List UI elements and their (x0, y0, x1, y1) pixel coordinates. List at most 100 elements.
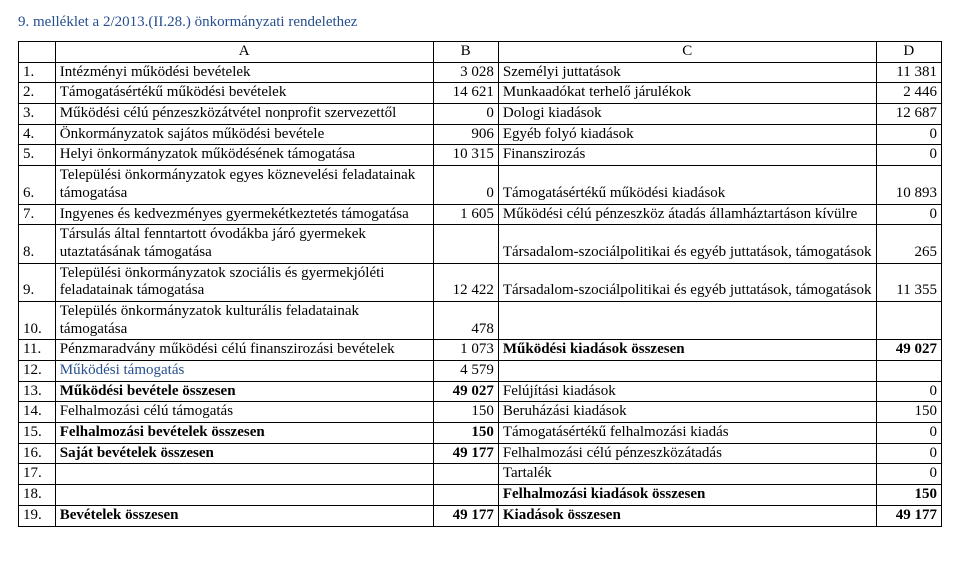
row-number: 15. (19, 423, 56, 444)
row-number: 4. (19, 124, 56, 145)
cell-a: Bevételek összesen (55, 505, 433, 526)
cell-a: Ingyenes és kedvezményes gyermekétkeztet… (55, 204, 433, 225)
cell-b: 12 422 (433, 263, 498, 301)
table-row: 14.Felhalmozási célú támogatás150Beruház… (19, 402, 942, 423)
cell-a: Támogatásértékű működési bevételek (55, 83, 433, 104)
cell-c: Személyi juttatások (498, 62, 876, 83)
table-row: 11.Pénzmaradvány működési célú finanszir… (19, 340, 942, 361)
header-d: D (876, 42, 941, 63)
cell-a: Települési önkormányzatok egyes köznevel… (55, 166, 433, 204)
table-row: 17. Tartalék0 (19, 464, 942, 485)
row-number: 5. (19, 145, 56, 166)
cell-d: 0 (876, 124, 941, 145)
cell-c: Munkaadókat terhelő járulékok (498, 83, 876, 104)
table-row: 12.Működési támogatás4 579 (19, 361, 942, 382)
cell-a: Működési bevétele összesen (55, 381, 433, 402)
document-title: 9. melléklet a 2/2013.(II.28.) önkormány… (18, 14, 942, 31)
cell-d (876, 361, 941, 382)
row-number: 1. (19, 62, 56, 83)
cell-a: Működési támogatás (55, 361, 433, 382)
cell-c: Felújítási kiadások (498, 381, 876, 402)
cell-b: 1 605 (433, 204, 498, 225)
cell-b: 478 (433, 301, 498, 339)
table-row: 4.Önkormányzatok sajátos működési bevéte… (19, 124, 942, 145)
cell-a: Helyi önkormányzatok működésének támogat… (55, 145, 433, 166)
table-row: 15.Felhalmozási bevételek összesen150Tám… (19, 423, 942, 444)
row-number: 12. (19, 361, 56, 382)
cell-a: Működési célú pénzeszközátvétel nonprofi… (55, 104, 433, 125)
cell-c: Támogatásértékű működési kiadások (498, 166, 876, 204)
cell-c: Társadalom-szociálpolitikai és egyéb jut… (498, 225, 876, 263)
header-a: A (55, 42, 433, 63)
cell-d: 0 (876, 204, 941, 225)
row-number: 10. (19, 301, 56, 339)
cell-d: 0 (876, 145, 941, 166)
cell-b (433, 485, 498, 506)
cell-a (55, 485, 433, 506)
row-number: 7. (19, 204, 56, 225)
cell-a: Települési önkormányzatok szociális és g… (55, 263, 433, 301)
cell-b: 49 177 (433, 505, 498, 526)
cell-c: Kiadások összesen (498, 505, 876, 526)
header-b: B (433, 42, 498, 63)
cell-a: Saját bevételek összesen (55, 443, 433, 464)
cell-d: 150 (876, 485, 941, 506)
table-row: 1.Intézményi működési bevételek3 028Szem… (19, 62, 942, 83)
cell-d: 2 446 (876, 83, 941, 104)
cell-b (433, 464, 498, 485)
cell-a (55, 464, 433, 485)
cell-d: 0 (876, 443, 941, 464)
cell-d: 12 687 (876, 104, 941, 125)
cell-b: 0 (433, 104, 498, 125)
cell-c: Támogatásértékű felhalmozási kiadás (498, 423, 876, 444)
row-number: 11. (19, 340, 56, 361)
cell-b: 14 621 (433, 83, 498, 104)
cell-c: Működési kiadások összesen (498, 340, 876, 361)
cell-b (433, 225, 498, 263)
table-row: 18. Felhalmozási kiadások összesen150 (19, 485, 942, 506)
row-number: 18. (19, 485, 56, 506)
cell-c: Tartalék (498, 464, 876, 485)
header-row: A B C D (19, 42, 942, 63)
row-number: 8. (19, 225, 56, 263)
cell-c (498, 361, 876, 382)
cell-a: Település önkormányzatok kulturális fela… (55, 301, 433, 339)
cell-c: Társadalom-szociálpolitikai és egyéb jut… (498, 263, 876, 301)
table-row: 3.Működési célú pénzeszközátvétel nonpro… (19, 104, 942, 125)
cell-a: Felhalmozási bevételek összesen (55, 423, 433, 444)
cell-b: 10 315 (433, 145, 498, 166)
cell-b: 3 028 (433, 62, 498, 83)
table-row: 8.Társulás által fenntartott óvodákba já… (19, 225, 942, 263)
cell-d: 150 (876, 402, 941, 423)
cell-d: 10 893 (876, 166, 941, 204)
cell-a: Önkormányzatok sajátos működési bevétele (55, 124, 433, 145)
cell-d: 0 (876, 423, 941, 444)
row-number: 3. (19, 104, 56, 125)
cell-a: Pénzmaradvány működési célú finanszirozá… (55, 340, 433, 361)
row-number: 19. (19, 505, 56, 526)
cell-d: 11 381 (876, 62, 941, 83)
header-c: C (498, 42, 876, 63)
cell-b: 906 (433, 124, 498, 145)
table-row: 19.Bevételek összesen49 177Kiadások össz… (19, 505, 942, 526)
row-number: 17. (19, 464, 56, 485)
table-row: 6.Települési önkormányzatok egyes köznev… (19, 166, 942, 204)
cell-c: Dologi kiadások (498, 104, 876, 125)
cell-d: 0 (876, 381, 941, 402)
row-number: 14. (19, 402, 56, 423)
row-number: 13. (19, 381, 56, 402)
cell-b: 49 027 (433, 381, 498, 402)
budget-table: A B C D 1.Intézményi működési bevételek3… (18, 41, 942, 527)
cell-c: Egyéb folyó kiadások (498, 124, 876, 145)
cell-a: Intézményi működési bevételek (55, 62, 433, 83)
cell-b: 150 (433, 402, 498, 423)
cell-b: 49 177 (433, 443, 498, 464)
table-row: 13.Működési bevétele összesen49 027Felúj… (19, 381, 942, 402)
cell-d: 265 (876, 225, 941, 263)
cell-c: Felhalmozási kiadások összesen (498, 485, 876, 506)
cell-c: Felhalmozási célú pénzeszközátadás (498, 443, 876, 464)
table-row: 5.Helyi önkormányzatok működésének támog… (19, 145, 942, 166)
cell-a: Társulás által fenntartott óvodákba járó… (55, 225, 433, 263)
cell-d: 0 (876, 464, 941, 485)
cell-c: Működési célú pénzeszköz átadás államház… (498, 204, 876, 225)
